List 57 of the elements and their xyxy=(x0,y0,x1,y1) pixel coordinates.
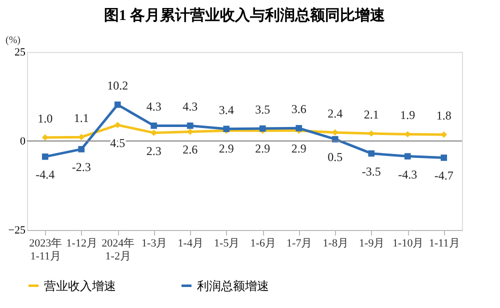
data-label: 10.2 xyxy=(107,78,128,93)
point xyxy=(78,134,85,140)
x-tick-label: 1-5月 xyxy=(214,238,240,250)
point xyxy=(368,150,375,157)
x-tick-label: 1-12月 xyxy=(66,238,98,250)
point xyxy=(114,102,121,108)
y-tick-label: −25 xyxy=(8,224,26,236)
data-label: 1.1 xyxy=(74,111,89,126)
data-label: -3.5 xyxy=(362,164,381,178)
y-axis-title: (%) xyxy=(6,35,20,46)
point xyxy=(259,125,266,132)
point xyxy=(42,154,48,160)
data-label: 2.4 xyxy=(328,106,343,120)
data-label: 3.6 xyxy=(291,102,306,116)
data-label: 3.4 xyxy=(218,102,234,117)
point xyxy=(186,122,194,129)
point xyxy=(440,154,448,161)
chart-title: 图1 各月累计营业收入与利润总额同比增速 xyxy=(104,6,386,24)
data-label: 1.8 xyxy=(436,108,452,123)
data-label: -2.3 xyxy=(72,160,91,174)
data-label: 2.9 xyxy=(218,142,234,156)
x-tick-label: 1-7月 xyxy=(286,238,312,250)
data-label: 4.3 xyxy=(146,100,162,114)
x-tick-label: 1-8月 xyxy=(322,238,348,250)
x-tick-label: 1-6月 xyxy=(250,238,276,250)
data-label: 0.5 xyxy=(328,150,343,164)
data-label: 1.0 xyxy=(38,111,53,126)
x-tick-label: 1-9月 xyxy=(359,238,385,250)
data-label: 1.9 xyxy=(400,108,416,122)
x-tick-label: 2023年 1-11月 xyxy=(29,238,62,262)
point xyxy=(150,122,158,129)
data-label: 2.3 xyxy=(146,144,162,158)
data-label: 3.5 xyxy=(255,102,270,117)
data-label: 2.9 xyxy=(291,142,306,156)
point xyxy=(404,153,411,160)
data-label: 2.9 xyxy=(255,142,270,156)
x-tick-label: 1-10月 xyxy=(392,238,424,250)
legend-label: 营业收入增速 xyxy=(44,278,116,293)
point xyxy=(78,146,85,152)
point xyxy=(150,130,158,136)
point xyxy=(440,131,448,138)
x-tick-label: 2024年 1-2月 xyxy=(102,238,135,262)
y-tick-label: 25 xyxy=(14,46,26,58)
x-tick-label: 1-4月 xyxy=(178,238,204,250)
data-label: -4.4 xyxy=(36,168,55,182)
x-tick-label: 1-3月 xyxy=(142,238,168,250)
data-label: 2.1 xyxy=(364,108,379,122)
data-label: -4.7 xyxy=(434,168,454,183)
data-label: 2.6 xyxy=(182,142,198,157)
data-label: 4.3 xyxy=(182,100,198,114)
data-label: -4.3 xyxy=(398,167,418,182)
y-tick-label: 0 xyxy=(20,136,26,148)
point xyxy=(42,134,48,141)
x-tick-label: 1-11月 xyxy=(428,238,460,250)
legend-label: 利润总额增速 xyxy=(197,278,269,293)
point xyxy=(296,125,302,132)
point xyxy=(114,122,121,128)
